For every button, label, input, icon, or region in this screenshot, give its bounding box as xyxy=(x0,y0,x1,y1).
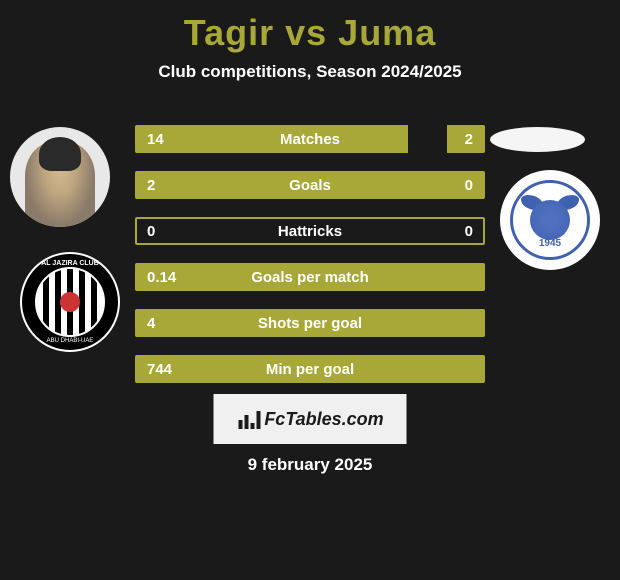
player-left-avatar xyxy=(10,127,110,227)
infographic-container: Tagir vs Juma Club competitions, Season … xyxy=(0,0,620,580)
stat-row: 14Matches2 xyxy=(135,125,485,153)
club-left-label-top: AL JAZIRA CLUB xyxy=(41,260,99,267)
page-subtitle: Club competitions, Season 2024/2025 xyxy=(0,62,620,82)
stat-label: Min per goal xyxy=(135,361,485,378)
stat-row: 0.14Goals per match xyxy=(135,263,485,291)
stat-label: Hattricks xyxy=(135,223,485,240)
club-left-label-bottom: ABU DHABI-UAE xyxy=(47,338,94,344)
player-left-club-badge: AL JAZIRA CLUB ABU DHABI-UAE xyxy=(20,252,120,352)
stat-right-value: 0 xyxy=(465,223,473,240)
stat-label: Shots per goal xyxy=(135,315,485,332)
club-right-ball-icon xyxy=(530,200,570,240)
player-right-club-badge: 1945 xyxy=(500,170,600,270)
stat-row: 4Shots per goal xyxy=(135,309,485,337)
page-title: Tagir vs Juma xyxy=(0,0,620,54)
stat-label: Matches xyxy=(135,131,485,148)
stat-label: Goals per match xyxy=(135,269,485,286)
stat-row: 0Hattricks0 xyxy=(135,217,485,245)
bar-chart-icon xyxy=(236,409,260,429)
avatar-placeholder-icon xyxy=(25,142,95,227)
stat-right-value: 2 xyxy=(465,131,473,148)
club-right-year: 1945 xyxy=(539,238,561,249)
club-right-inner-icon: 1945 xyxy=(510,180,590,260)
club-left-inner-icon xyxy=(35,267,105,337)
stat-right-value: 0 xyxy=(465,177,473,194)
stats-area: 14Matches22Goals00Hattricks00.14Goals pe… xyxy=(135,125,485,401)
branding-text: FcTables.com xyxy=(264,409,383,430)
stat-row: 2Goals0 xyxy=(135,171,485,199)
date-text: 9 february 2025 xyxy=(0,455,620,475)
player-right-avatar xyxy=(490,127,585,152)
branding-box: FcTables.com xyxy=(213,393,408,445)
stat-row: 744Min per goal xyxy=(135,355,485,383)
stat-label: Goals xyxy=(135,177,485,194)
